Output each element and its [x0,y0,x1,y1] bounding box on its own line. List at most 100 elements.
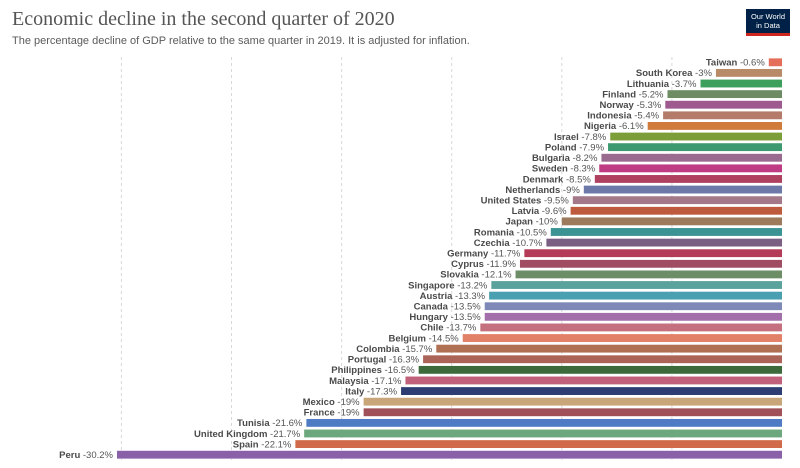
bar-label: Belgium -14.5% [388,333,459,344]
bar-row[interactable]: United States -9.5% [481,195,782,206]
bar[interactable] [117,450,782,459]
bar-row[interactable]: Cyprus -11.9% [451,259,782,270]
bar-row[interactable]: Philippines -16.5% [331,365,782,376]
bar[interactable] [594,175,782,183]
chart-subtitle: The percentage decline of GDP relative t… [12,35,470,47]
bar[interactable] [363,408,782,417]
bar-row[interactable]: Romania -10.5% [474,227,782,238]
bar[interactable] [306,418,782,427]
bar-label: Romania -10.5% [474,227,547,238]
bar-label: Philippines -16.5% [331,365,415,376]
bar-row[interactable]: Norway -5.3% [599,100,782,111]
bar-row[interactable]: Israel -7.8% [554,132,782,143]
bar[interactable] [491,281,782,289]
bar[interactable] [484,302,782,311]
bar[interactable] [489,291,782,300]
bar-row[interactable]: Latvia -9.6% [512,206,782,217]
bar-label: Tunisia -21.6% [237,418,303,429]
bar[interactable] [608,143,782,152]
bar[interactable] [700,79,782,88]
bar-row[interactable]: Austria -13.3% [420,291,782,302]
country-label: Poland [545,142,577,153]
bar[interactable] [480,323,782,332]
bar[interactable] [583,185,782,194]
bar[interactable] [572,196,782,205]
bar[interactable] [663,111,782,120]
bar[interactable] [570,206,782,215]
bar[interactable] [519,259,782,268]
bar[interactable] [423,355,782,364]
bar-label: Malaysia -17.1% [329,376,402,387]
bar[interactable] [599,164,782,173]
bar-label: Norway -5.3% [599,100,661,111]
value-label: -30.2% [80,450,113,461]
bar-row[interactable]: Bulgaria -8.2% [532,153,782,164]
bar[interactable] [418,365,782,374]
bar-row[interactable]: Mexico -19% [303,397,782,408]
bar[interactable] [546,238,782,247]
bar-row[interactable]: Sweden -8.3% [532,164,782,175]
bar-label: Israel -7.8% [554,132,607,143]
country-label: Italy [345,386,365,397]
bar[interactable] [436,344,782,353]
bar-row[interactable]: Finland -5.2% [602,89,782,100]
bar-row[interactable]: Peru -30.2% [59,450,782,461]
bar-row[interactable]: Singapore -13.2% [408,280,782,291]
bar-row[interactable]: Slovakia -12.1% [440,270,782,281]
bar[interactable] [304,429,782,438]
bar[interactable] [715,68,782,77]
bar[interactable] [610,132,782,141]
value-label: -5.4% [632,111,660,122]
bar-label: Slovakia -12.1% [440,270,512,281]
bar-label: Taiwan -0.6% [706,58,766,69]
bar[interactable] [665,100,782,109]
value-label: -22.1% [259,439,292,450]
country-label: Norway [599,100,634,111]
bar[interactable] [515,270,782,279]
bar-row[interactable]: Hungary -13.5% [409,312,782,323]
bar-row[interactable]: Czechia -10.7% [474,238,782,249]
bar-row[interactable]: Germany -11.7% [447,248,782,259]
bar-label: South Korea -3% [636,68,713,79]
bar-label: Germany -11.7% [447,248,521,259]
bar[interactable] [524,249,782,258]
bar-row[interactable]: Malaysia -17.1% [329,376,782,387]
bar[interactable] [363,397,782,406]
bar-row[interactable]: Lithuania -3.7% [627,79,782,90]
bar[interactable] [550,228,782,236]
bar[interactable] [401,387,782,395]
bar-row[interactable]: Poland -7.9% [545,142,782,153]
bar[interactable] [667,90,782,99]
bar-row[interactable]: Belgium -14.5% [388,333,782,344]
bar[interactable] [405,376,782,385]
bar-row[interactable]: Japan -10% [506,217,782,228]
bar-row[interactable]: Denmark -8.5% [523,174,782,185]
bar-row[interactable]: Nigeria -6.1% [584,121,782,132]
bar[interactable] [462,334,782,342]
country-label: Malaysia [329,376,369,387]
bar[interactable] [601,153,782,162]
bar[interactable] [484,312,782,321]
bar-row[interactable]: Netherlands -9% [505,185,782,196]
bar-row[interactable]: Tunisia -21.6% [237,418,782,429]
bar-row[interactable]: Italy -17.3% [345,386,782,397]
bar-row[interactable]: Chile -13.7% [420,323,782,334]
bar-row[interactable]: Spain -22.1% [233,439,782,450]
bar-row[interactable]: Taiwan -0.6% [706,58,782,69]
bar-row[interactable]: South Korea -3% [636,68,782,79]
bar[interactable] [647,122,782,130]
bar[interactable] [561,217,782,226]
bar-label: Bulgaria -8.2% [532,153,598,164]
bar-row[interactable]: Colombia -15.7% [356,344,782,355]
owid-logo[interactable]: Our World in Data [746,9,790,36]
bar-label: Lithuania -3.7% [627,79,697,90]
bar-row[interactable]: Canada -13.5% [414,302,782,313]
bar-row[interactable]: Portugal -16.3% [348,355,782,366]
bar[interactable] [768,58,782,67]
bar-row[interactable]: France -19% [304,408,782,419]
country-label: Slovakia [440,270,479,281]
bar-row[interactable]: Indonesia -5.4% [587,111,782,122]
bar[interactable] [295,440,782,449]
bar-row[interactable]: United Kingdom -21.7% [194,429,782,440]
